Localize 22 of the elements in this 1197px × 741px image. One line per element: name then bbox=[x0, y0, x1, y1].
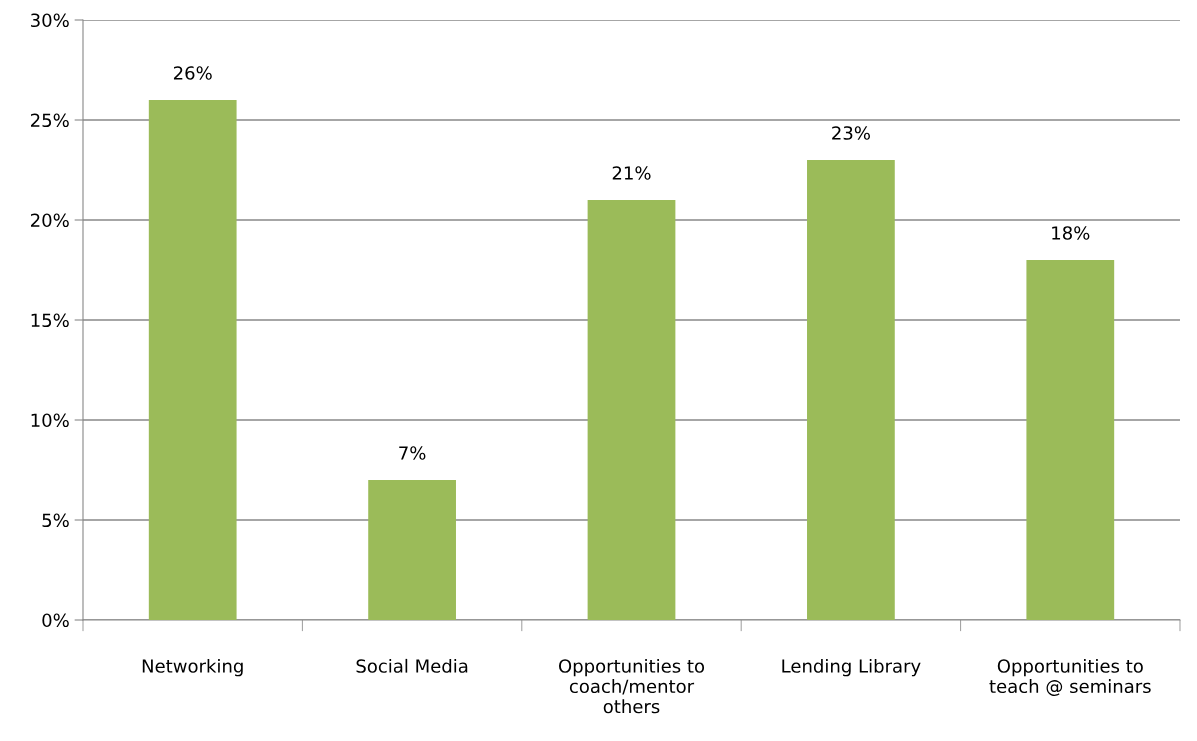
y-tick-label: 30% bbox=[31, 13, 69, 28]
data-label: 26% bbox=[173, 66, 212, 80]
data-label: 18% bbox=[1052, 226, 1090, 240]
data-label: 21% bbox=[612, 166, 651, 180]
y-tick-label: 15% bbox=[31, 313, 69, 328]
y-tick-label: 10% bbox=[31, 413, 69, 428]
bar bbox=[1026, 260, 1115, 620]
data-label: 7% bbox=[399, 446, 426, 460]
x-tick-label: Lending Library bbox=[782, 658, 921, 677]
bar bbox=[148, 100, 237, 620]
bar bbox=[807, 160, 895, 620]
x-tick-label: Opportunities to coach/mentor others bbox=[558, 658, 705, 714]
y-tick-label: 0% bbox=[42, 613, 69, 628]
bar bbox=[368, 480, 456, 620]
data-label: 23% bbox=[832, 126, 870, 140]
y-tick-label: 25% bbox=[31, 113, 69, 128]
y-tick-label: 20% bbox=[31, 213, 69, 228]
bar bbox=[587, 200, 676, 620]
x-tick-label: Networking bbox=[142, 658, 243, 677]
x-tick-label: Opportunities to teach @ seminars bbox=[989, 658, 1151, 696]
y-tick-label: 5% bbox=[42, 513, 69, 528]
x-tick-label: Social Media bbox=[356, 658, 468, 673]
